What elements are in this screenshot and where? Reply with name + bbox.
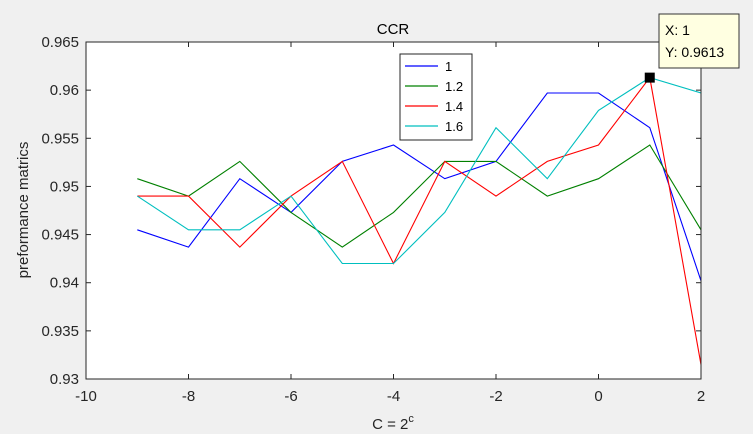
y-tick-label: 0.955 [41, 130, 79, 147]
y-tick-label: 0.93 [50, 371, 79, 388]
y-axis-ticks: 0.93 0.935 0.94 0.945 0.95 0.955 0.96 0.965 [41, 34, 701, 388]
y-tick-label: 0.96 [50, 82, 79, 99]
legend-item-1[interactable]: 1 [405, 59, 452, 74]
series-line-1-4[interactable] [137, 76, 701, 365]
legend-label: 1.4 [445, 99, 463, 114]
datatip-box [658, 13, 740, 69]
y-tick-label: 0.95 [50, 178, 79, 195]
x-axis-label: C = 2c [372, 413, 414, 433]
x-tick-label: -2 [489, 388, 502, 405]
legend[interactable]: 1 1.2 1.4 1.6 [399, 53, 473, 141]
x-axis-label-superscript: c [408, 413, 414, 425]
series-line-1-2[interactable] [137, 144, 701, 248]
x-tick-label: -6 [284, 388, 297, 405]
datatip-y-label: Y: 0.9613 [665, 44, 724, 60]
series-line-1-6[interactable] [136, 77, 701, 265]
x-tick-label: -4 [387, 388, 400, 405]
legend-item-1-6[interactable]: 1.6 [405, 119, 463, 134]
y-tick-label: 0.945 [41, 227, 79, 244]
x-axis-label-base: C = 2 [372, 416, 408, 433]
datatip-x-label: X: 1 [665, 22, 690, 38]
y-tick-label: 0.94 [50, 275, 79, 292]
legend-label: 1 [445, 59, 452, 74]
series-line-1[interactable] [137, 92, 701, 281]
legend-label: 1.2 [445, 79, 463, 94]
y-tick-label: 0.935 [41, 323, 79, 340]
x-tick-label: 2 [697, 388, 705, 405]
x-tick-label: -10 [75, 388, 97, 405]
datatip-marker[interactable] [644, 72, 655, 83]
y-tick-label: 0.965 [41, 34, 79, 51]
x-tick-label: -8 [182, 388, 195, 405]
x-axis-ticks: -10 -8 -6 -4 -2 0 2 [75, 42, 705, 405]
datatip[interactable]: X: 1 Y: 0.9613 [644, 13, 740, 83]
y-axis-label: preformance matrics [15, 142, 32, 279]
legend-item-1-4[interactable]: 1.4 [405, 99, 463, 114]
x-tick-label: 0 [594, 388, 602, 405]
series-layer [136, 76, 701, 365]
plot-area[interactable] [86, 42, 701, 379]
legend-label: 1.6 [445, 119, 463, 134]
chart-title: CCR [377, 21, 410, 38]
legend-item-1-2[interactable]: 1.2 [405, 79, 463, 94]
